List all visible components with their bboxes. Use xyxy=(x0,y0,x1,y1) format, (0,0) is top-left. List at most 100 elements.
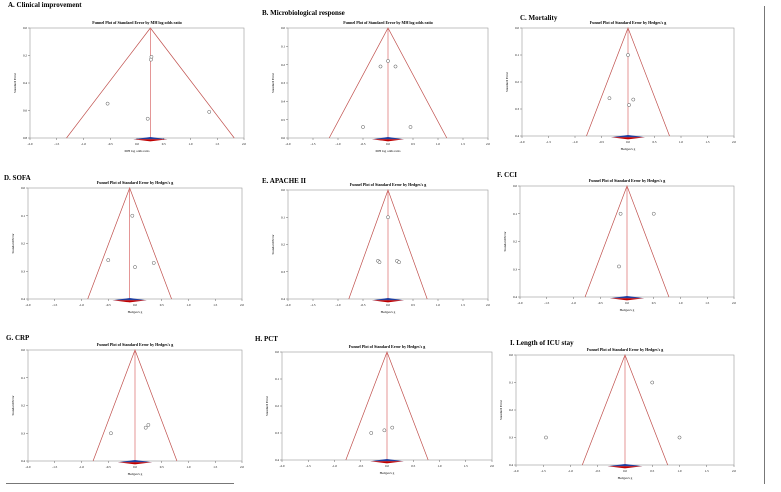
y-tick-label: 0.2 xyxy=(275,404,279,408)
y-tick-label: 0.1 xyxy=(281,45,285,49)
funnel-panel-7: G. CRP Funnel Plot of Standard Error by H… xyxy=(6,334,244,476)
x-axis-label: Hedges's g xyxy=(381,310,396,314)
x-tick-label: -1.0 xyxy=(335,303,340,307)
y-tick-label: 0.1 xyxy=(21,214,25,218)
x-tick-label: 0.5 xyxy=(650,469,654,473)
x-tick-label: -1.0 xyxy=(79,465,84,469)
x-tick-label: 1.5 xyxy=(461,142,465,146)
summary-diamond-top xyxy=(607,464,643,467)
funnel-panel-2: B. Microbiological response Funnel Plot o… xyxy=(262,9,490,153)
summary-diamond-bottom xyxy=(609,298,645,301)
y-axis-label: Standard Error xyxy=(265,395,269,416)
y-tick-label: 0.4 xyxy=(513,295,517,299)
x-tick-label: -1.5 xyxy=(52,303,57,307)
panel-label: H. PCT xyxy=(255,335,278,343)
study-point xyxy=(133,265,137,269)
y-tick-label: 0.5 xyxy=(281,118,285,122)
y-tick-label: 0.1 xyxy=(275,377,279,381)
funnel-panel-1: A. Clinical improvement Funnel Plot of St… xyxy=(8,1,246,153)
y-tick-label: 0.4 xyxy=(23,81,27,85)
bottom-divider xyxy=(6,483,234,484)
x-tick-label: 0.5 xyxy=(411,142,415,146)
summary-diamond-top xyxy=(117,460,153,463)
x-tick-label: 0.0 xyxy=(386,142,390,146)
panel-label: A. Clinical improvement xyxy=(8,1,82,9)
x-tick-label: 2.0 xyxy=(486,303,490,307)
x-tick-label: -2.0 xyxy=(25,465,30,469)
x-tick-label: 1.5 xyxy=(213,303,217,307)
x-axis-label: Hedges's g xyxy=(620,308,635,312)
x-tick-label: 2.0 xyxy=(732,469,736,473)
panel-label: I. Length of ICU stay xyxy=(510,339,574,347)
y-tick-label: 0.8 xyxy=(23,136,27,140)
y-tick-label: 0.6 xyxy=(23,109,27,113)
x-tick-label: 1.5 xyxy=(705,301,709,305)
funnel-panel-8: H. PCT Funnel Plot of Standard Error by H… xyxy=(255,335,494,475)
plot-title: Funnel Plot of Standard Error by Hedges'… xyxy=(97,342,173,347)
x-tick-label: 0.0 xyxy=(386,303,390,307)
y-tick-label: 0.3 xyxy=(275,431,279,435)
x-tick-label: -2.0 xyxy=(517,301,522,305)
x-tick-label: 0.0 xyxy=(623,469,627,473)
plot-title: Funnel Plot of Standard Error by Hedges'… xyxy=(97,180,173,185)
x-tick-label: -0.5 xyxy=(595,469,600,473)
study-point xyxy=(106,258,111,262)
x-tick-label: -0.5 xyxy=(599,140,604,144)
study-point xyxy=(618,211,623,216)
x-tick-label: 2.0 xyxy=(490,464,494,468)
panel-label: C. Mortality xyxy=(520,14,558,22)
y-tick-label: 0.0 xyxy=(23,26,27,30)
y-axis-label: Standard Error xyxy=(11,395,15,416)
y-tick-label: 0.4 xyxy=(281,297,285,301)
y-tick-label: 0.2 xyxy=(515,80,519,84)
y-tick-label: 0.1 xyxy=(509,381,513,385)
x-tick-label: 1.0 xyxy=(679,140,683,144)
x-tick-label: 0.5 xyxy=(411,464,415,468)
study-point xyxy=(397,260,401,265)
summary-diamond-bottom xyxy=(372,139,404,142)
x-tick-label: -2.0 xyxy=(25,303,30,307)
x-tick-label: 0.0 xyxy=(133,303,137,307)
study-point xyxy=(390,425,395,430)
x-tick-label: 1.0 xyxy=(189,142,193,146)
x-tick-label: 1.0 xyxy=(678,469,682,473)
y-tick-label: 0.6 xyxy=(281,136,285,140)
panel-label: D. SOFA xyxy=(4,174,31,182)
funnel-panel-4: D. SOFA Funnel Plot of Standard Error by … xyxy=(4,174,244,314)
x-tick-label: -2.0 xyxy=(285,142,290,146)
y-axis-label: Standard Error xyxy=(499,399,503,420)
study-point xyxy=(105,101,110,106)
x-tick-label: 1.5 xyxy=(215,142,219,146)
y-tick-label: 0.0 xyxy=(515,26,519,30)
summary-diamond-top xyxy=(609,296,645,299)
x-tick-label: -1.5 xyxy=(310,142,315,146)
x-tick-label: 0.0 xyxy=(135,142,139,146)
funnel-panel-9: I. Length of ICU stay Funnel Plot of Stan… xyxy=(499,339,736,480)
study-point xyxy=(386,59,390,63)
plot-title: Funnel Plot of Standard Error by Hedges'… xyxy=(587,347,663,352)
funnel-panel-3: C. Mortality Funnel Plot of Standard Erro… xyxy=(505,14,736,151)
y-tick-label: 0.0 xyxy=(275,350,279,354)
panel-label: G. CRP xyxy=(6,334,30,342)
x-tick-label: -1.0 xyxy=(332,464,337,468)
plot-title: Funnel Plot of Standard Error by Hedges'… xyxy=(350,182,426,187)
x-tick-label: -2.0 xyxy=(513,469,518,473)
x-tick-label: -1.5 xyxy=(52,465,57,469)
y-tick-label: 0.2 xyxy=(513,240,517,244)
x-tick-label: 0.5 xyxy=(411,303,415,307)
x-tick-label: -1.5 xyxy=(544,301,549,305)
study-point xyxy=(145,116,150,121)
panel-label: E. APACHE II xyxy=(262,177,306,185)
y-tick-label: 0.3 xyxy=(509,436,513,440)
x-tick-label: -1.5 xyxy=(306,464,311,468)
y-tick-label: 0.0 xyxy=(21,348,25,352)
panel-label: B. Microbiological response xyxy=(262,9,345,17)
study-point xyxy=(146,423,151,427)
x-tick-label: -0.5 xyxy=(106,303,111,307)
y-axis-label: Standard Error xyxy=(11,233,15,254)
y-tick-label: 0.0 xyxy=(281,188,285,192)
x-axis-label: Hedges's g xyxy=(621,147,636,151)
study-point xyxy=(361,125,365,129)
x-tick-label: -0.5 xyxy=(360,142,365,146)
